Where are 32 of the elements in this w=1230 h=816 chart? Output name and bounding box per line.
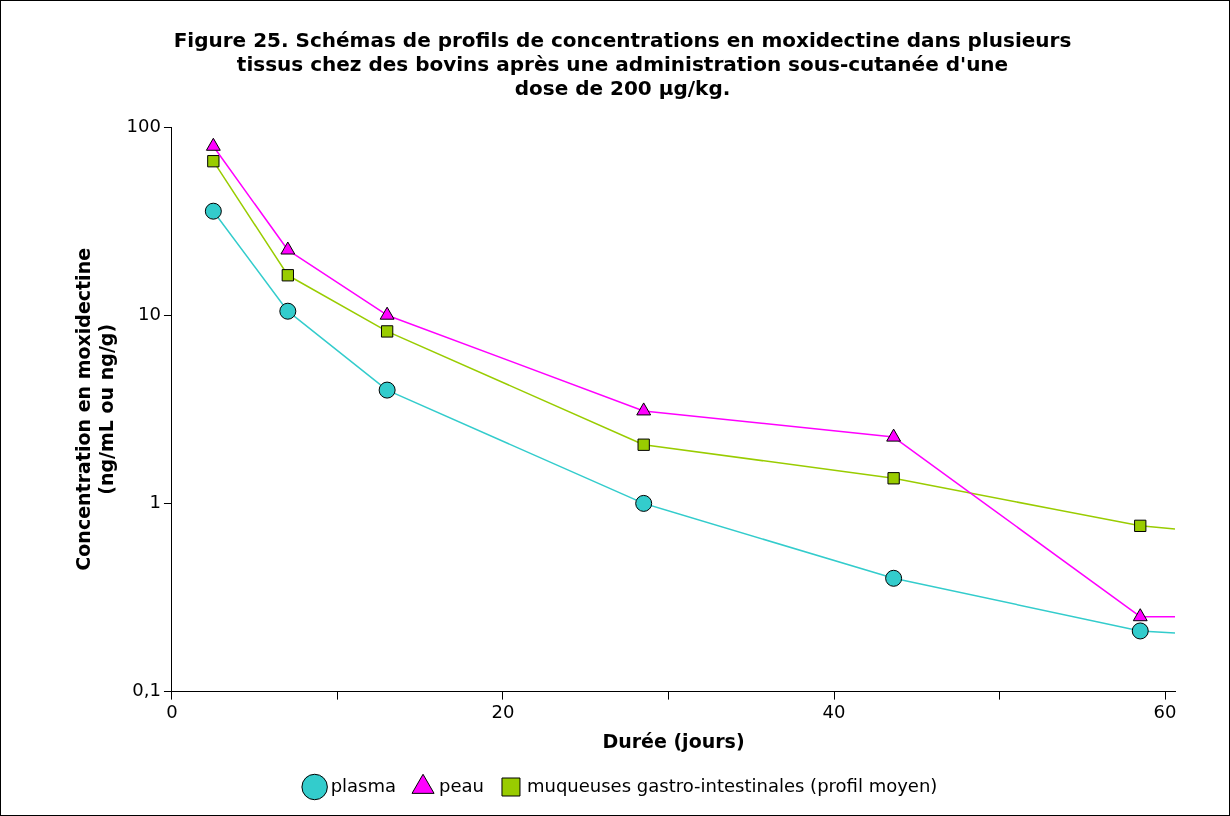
- y-tick-label: 1: [149, 491, 161, 513]
- x-tick-label: 20: [491, 701, 515, 723]
- point: [280, 241, 296, 255]
- legend-label: muqueuses gastro-intestinales (profil moyen): [526, 774, 938, 796]
- point: [204, 202, 222, 220]
- y-axis-title: Concentration en moxidectine (ng/mL ou ng/g): [72, 247, 118, 571]
- point: [885, 569, 903, 587]
- point: [1132, 608, 1148, 622]
- chart-title: Figure 25. Schémas de profils de concentrations en moxidectine dans plusieurs tissus chez des bovins après une administration sous-cutanée d'une dose de 200 µg/kg.: [173, 28, 1072, 101]
- x-tick-label: 40: [822, 701, 846, 723]
- x-tick-label: 60: [1153, 701, 1177, 723]
- point: [205, 137, 221, 151]
- legend-label: plasma: [330, 774, 397, 796]
- point: [887, 472, 900, 485]
- y-tick-label: 100: [126, 114, 161, 136]
- point: [380, 325, 394, 338]
- point: [635, 494, 653, 512]
- point: [379, 306, 395, 320]
- point: [1131, 622, 1149, 640]
- x-axis-title: Durée (jours): [602, 729, 745, 752]
- point: [636, 402, 652, 416]
- legend-label: peau: [439, 774, 484, 796]
- point: [886, 428, 902, 442]
- y-tick-label: 10: [138, 302, 161, 324]
- x-tick-label: 0: [166, 701, 178, 723]
- point: [637, 438, 650, 451]
- y-tick-label: 0,1: [132, 679, 161, 701]
- point: [207, 155, 220, 168]
- point: [1134, 519, 1147, 532]
- point: [279, 302, 297, 320]
- point: [378, 381, 396, 399]
- point: [281, 269, 294, 282]
